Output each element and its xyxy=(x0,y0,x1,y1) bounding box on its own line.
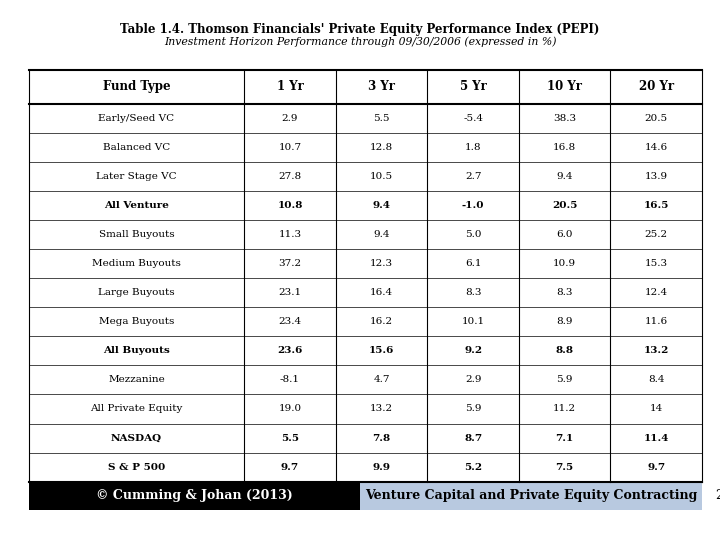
Text: 9.2: 9.2 xyxy=(464,346,482,355)
Text: Balanced VC: Balanced VC xyxy=(103,143,170,152)
Text: 2.9: 2.9 xyxy=(282,114,298,123)
Text: All Buyouts: All Buyouts xyxy=(103,346,170,355)
Text: 9.4: 9.4 xyxy=(373,230,390,239)
Text: 13.9: 13.9 xyxy=(644,172,667,181)
Text: -1.0: -1.0 xyxy=(462,201,485,210)
Text: Investment Horizon Performance through 09/30/2006 (expressed in %): Investment Horizon Performance through 0… xyxy=(163,37,557,48)
Text: 10.7: 10.7 xyxy=(279,143,302,152)
Text: 20.5: 20.5 xyxy=(552,201,577,210)
Text: 5.0: 5.0 xyxy=(465,230,482,239)
Text: All Private Equity: All Private Equity xyxy=(90,404,183,414)
Text: NASDAQ: NASDAQ xyxy=(111,434,162,443)
Text: 1 Yr: 1 Yr xyxy=(276,80,303,93)
Text: S & P 500: S & P 500 xyxy=(108,463,165,471)
Text: 23.4: 23.4 xyxy=(279,318,302,326)
Text: 9.4: 9.4 xyxy=(557,172,573,181)
Text: 8.7: 8.7 xyxy=(464,434,482,443)
Text: 6.1: 6.1 xyxy=(465,259,482,268)
Text: 11.4: 11.4 xyxy=(644,434,669,443)
Text: 10.8: 10.8 xyxy=(277,201,302,210)
Text: 7.8: 7.8 xyxy=(372,434,391,443)
Text: 2.7: 2.7 xyxy=(465,172,482,181)
Text: 13.2: 13.2 xyxy=(644,346,669,355)
Text: 8.3: 8.3 xyxy=(557,288,573,297)
Text: Mega Buyouts: Mega Buyouts xyxy=(99,318,174,326)
Text: Medium Buyouts: Medium Buyouts xyxy=(92,259,181,268)
Text: 16.5: 16.5 xyxy=(644,201,669,210)
Text: 4.7: 4.7 xyxy=(373,375,390,384)
Text: 19.0: 19.0 xyxy=(279,404,302,414)
Text: 12.8: 12.8 xyxy=(370,143,393,152)
Text: 14: 14 xyxy=(649,404,663,414)
Text: 10 Yr: 10 Yr xyxy=(547,80,582,93)
Text: Mezzanine: Mezzanine xyxy=(108,375,165,384)
Text: 9.9: 9.9 xyxy=(372,463,390,471)
Text: Later Stage VC: Later Stage VC xyxy=(96,172,177,181)
Text: 10.5: 10.5 xyxy=(370,172,393,181)
Text: Small Buyouts: Small Buyouts xyxy=(99,230,174,239)
Text: 3 Yr: 3 Yr xyxy=(368,80,395,93)
Text: 23.6: 23.6 xyxy=(277,346,302,355)
Text: 8.8: 8.8 xyxy=(556,346,574,355)
Text: 8.3: 8.3 xyxy=(465,288,482,297)
Text: 15.3: 15.3 xyxy=(644,259,667,268)
Text: Fund Type: Fund Type xyxy=(103,80,171,93)
Text: 10.1: 10.1 xyxy=(462,318,485,326)
Text: 25: 25 xyxy=(715,489,720,502)
Text: 5.5: 5.5 xyxy=(373,114,390,123)
Text: 16.8: 16.8 xyxy=(553,143,576,152)
Text: 5 Yr: 5 Yr xyxy=(459,80,487,93)
Text: 5.5: 5.5 xyxy=(281,434,299,443)
Text: 16.2: 16.2 xyxy=(370,318,393,326)
Text: All Venture: All Venture xyxy=(104,201,169,210)
Text: Venture Capital and Private Equity Contracting: Venture Capital and Private Equity Contr… xyxy=(365,489,697,502)
Text: 5.9: 5.9 xyxy=(465,404,482,414)
Text: 5.2: 5.2 xyxy=(464,463,482,471)
Text: 38.3: 38.3 xyxy=(553,114,576,123)
Bar xyxy=(360,482,702,510)
Text: 8.4: 8.4 xyxy=(648,375,665,384)
Text: 20.5: 20.5 xyxy=(644,114,667,123)
Text: © Cumming & Johan (2013): © Cumming & Johan (2013) xyxy=(96,489,293,502)
Text: 11.2: 11.2 xyxy=(553,404,576,414)
Text: 8.9: 8.9 xyxy=(557,318,573,326)
Text: 13.2: 13.2 xyxy=(370,404,393,414)
Text: 25.2: 25.2 xyxy=(644,230,667,239)
Text: 2.9: 2.9 xyxy=(465,375,482,384)
Text: 11.6: 11.6 xyxy=(644,318,667,326)
Text: Table 1.4. Thomson Financials' Private Equity Performance Index (PEPI): Table 1.4. Thomson Financials' Private E… xyxy=(120,23,600,36)
Text: 12.3: 12.3 xyxy=(370,259,393,268)
Text: 15.6: 15.6 xyxy=(369,346,395,355)
Text: 7.1: 7.1 xyxy=(556,434,574,443)
Text: 23.1: 23.1 xyxy=(279,288,302,297)
Text: 16.4: 16.4 xyxy=(370,288,393,297)
Text: 37.2: 37.2 xyxy=(279,259,302,268)
Text: Large Buyouts: Large Buyouts xyxy=(98,288,175,297)
Text: 9.7: 9.7 xyxy=(281,463,299,471)
Text: 10.9: 10.9 xyxy=(553,259,576,268)
Text: 20 Yr: 20 Yr xyxy=(639,80,674,93)
Text: 1.8: 1.8 xyxy=(465,143,482,152)
Text: 14.6: 14.6 xyxy=(644,143,667,152)
Text: -8.1: -8.1 xyxy=(280,375,300,384)
Text: 12.4: 12.4 xyxy=(644,288,667,297)
Text: 9.4: 9.4 xyxy=(372,201,390,210)
Bar xyxy=(29,482,360,510)
Text: -5.4: -5.4 xyxy=(463,114,483,123)
Text: 9.7: 9.7 xyxy=(647,463,665,471)
Text: 27.8: 27.8 xyxy=(279,172,302,181)
Text: 6.0: 6.0 xyxy=(557,230,573,239)
Text: Early/Seed VC: Early/Seed VC xyxy=(99,114,174,123)
Text: 5.9: 5.9 xyxy=(557,375,573,384)
Text: 7.5: 7.5 xyxy=(556,463,574,471)
Text: 11.3: 11.3 xyxy=(279,230,302,239)
